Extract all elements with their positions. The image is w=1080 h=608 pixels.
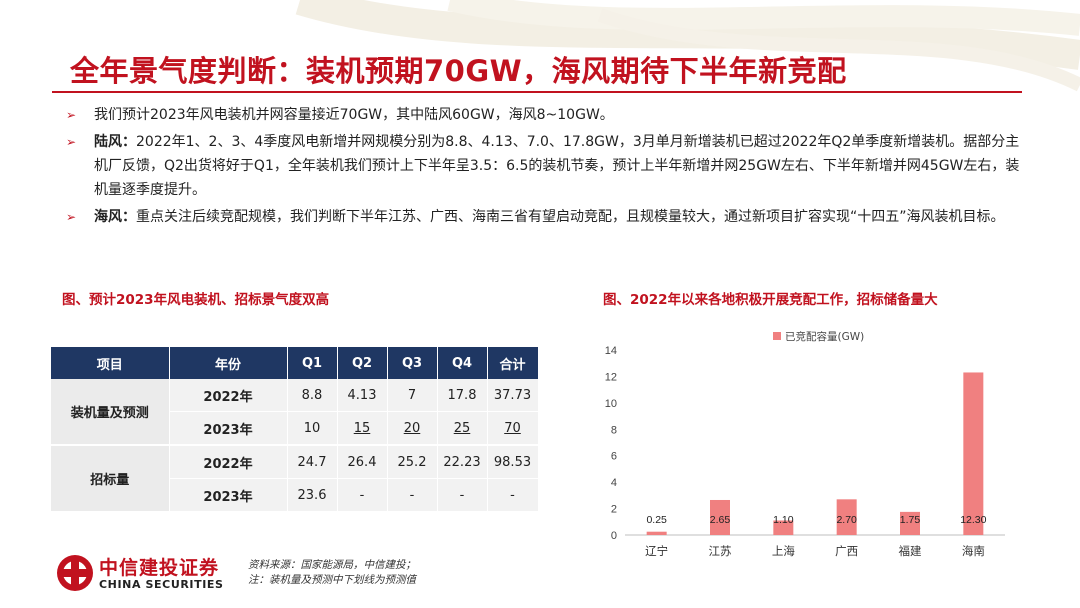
col-header: Q2 [337, 347, 388, 379]
forecast-cell: 70 [487, 411, 539, 446]
group-label: 装机量及预测 [51, 379, 170, 446]
bullet-item: ➢ 海风：重点关注后续竞配规模，我们判断下半年江苏、广西、海南三省有望启动竞配，… [66, 205, 1026, 229]
data-label: 2.70 [836, 514, 857, 526]
bullet-text: 我们预计2023年风电装机并网容量接近70GW，其中陆风60GW，海风8~10G… [94, 107, 614, 123]
table-cell: 98.53 [487, 445, 539, 479]
table-cell: - [337, 478, 388, 512]
data-label: 0.25 [646, 514, 667, 526]
x-tick-label: 辽宁 [645, 544, 668, 558]
bullet-item: ➢ 陆风：2022年1、2、3、4季度风电新增并网规模分别为8.8、4.13、7… [66, 130, 1026, 202]
year-cell: 2022年 [169, 379, 288, 412]
table-row: 2023年 23.6 - - - - [51, 478, 539, 512]
col-header: Q1 [287, 347, 338, 379]
y-tick-label: 8 [611, 424, 617, 436]
year-cell: 2023年 [169, 411, 288, 446]
table-cell: 4.13 [337, 379, 388, 412]
y-tick-label: 10 [605, 398, 617, 410]
legend-swatch [773, 332, 781, 340]
legend-label: 已竞配容量(GW) [785, 330, 864, 343]
source-line: 资料来源：国家能源局，中信建投； [248, 559, 416, 571]
table-cell: 37.73 [487, 379, 539, 412]
bullet-heading: 海风： [94, 209, 136, 225]
bullet-text: 2022年1、2、3、4季度风电新增并网规模分别为8.8、4.13、7.0、17… [94, 134, 1020, 198]
table-header-row: 项目 年份 Q1 Q2 Q3 Q4 合计 [51, 347, 539, 379]
table-row: 招标量 2022年 24.7 26.4 25.2 22.23 98.53 [51, 445, 539, 513]
brand-name-cn: 中信建投证券 [99, 557, 220, 579]
citic-logo-icon [57, 555, 93, 591]
note-line: 注：装机量及预测中下划线为预测值 [248, 574, 416, 586]
col-header: Q3 [387, 347, 438, 379]
year-cell: 2022年 [169, 445, 288, 479]
table-cell: 8.8 [287, 379, 338, 412]
forecast-cell: 15 [337, 411, 388, 446]
col-header: 年份 [169, 347, 288, 379]
arrow-bullet-icon: ➢ [66, 108, 77, 122]
data-label: 12.30 [960, 514, 986, 526]
capacity-table: 项目 年份 Q1 Q2 Q3 Q4 合计 装机量及预测 2022年 8.8 4.… [51, 347, 539, 513]
table-cell: 23.6 [287, 478, 338, 512]
year-cell: 2023年 [169, 478, 288, 512]
table-cell: 17.8 [437, 379, 488, 412]
bar-chart: 0 2 4 6 8 10 12 14 已竞配容量(GW) 0.25 辽宁 2.65 江苏 1.10 上海 2.… [605, 330, 1005, 558]
x-tick-label: 江苏 [709, 544, 732, 558]
col-header: 项目 [51, 347, 170, 379]
y-tick-label: 4 [611, 477, 617, 489]
bar [646, 531, 667, 535]
data-label: 1.10 [773, 514, 794, 526]
table-cell: 7 [387, 379, 438, 412]
y-tick-label: 2 [611, 504, 617, 516]
x-tick-label: 广西 [835, 544, 858, 558]
bar [710, 499, 730, 535]
y-tick-label: 12 [605, 371, 617, 383]
source-note: 资料来源：国家能源局，中信建投； 注：装机量及预测中下划线为预测值 [248, 558, 416, 588]
group-label: 招标量 [51, 445, 170, 513]
y-tick-label: 6 [611, 451, 617, 463]
table-cell: 10 [287, 411, 338, 446]
x-tick-label: 福建 [899, 544, 922, 558]
forecast-cell: 25 [437, 411, 488, 446]
table-cell: 25.2 [387, 445, 438, 479]
bar [963, 372, 984, 535]
x-tick-label: 海南 [962, 544, 985, 558]
title-underline [52, 91, 1022, 93]
table-cell: 26.4 [337, 445, 388, 479]
page-title: 全年景气度判断：装机预期70GW，海风期待下半年新竞配 [70, 54, 847, 88]
bar [836, 499, 857, 535]
bullet-text: 重点关注后续竞配规模，我们判断下半年江苏、广西、海南三省有望启动竞配，且规模量较… [136, 209, 1005, 225]
table-row: 装机量及预测 2022年 8.8 4.13 7 17.8 37.73 [51, 379, 539, 446]
arrow-bullet-icon: ➢ [66, 135, 77, 149]
brand-name-en: CHINA SECURITIES [99, 578, 224, 591]
y-tick-label: 14 [605, 345, 617, 357]
bar [900, 511, 920, 535]
table-cell: - [437, 478, 488, 512]
bullet-list: ➢ 我们预计2023年风电装机并网容量接近70GW，其中陆风60GW，海风8~1… [66, 103, 1026, 232]
table-cell: 24.7 [287, 445, 338, 479]
arrow-bullet-icon: ➢ [66, 210, 77, 224]
table-caption: 图、预计2023年风电装机、招标景气度双高 [62, 292, 330, 308]
table-cell: 22.23 [437, 445, 488, 479]
chart-caption: 图、2022年以来各地积极开展竞配工作，招标储备量大 [603, 292, 938, 308]
col-header: Q4 [437, 347, 488, 379]
bullet-item: ➢ 我们预计2023年风电装机并网容量接近70GW，其中陆风60GW，海风8~1… [66, 103, 1026, 127]
data-label: 1.75 [900, 514, 921, 526]
forecast-cell: 20 [387, 411, 438, 446]
bar [773, 520, 794, 535]
data-label: 2.65 [710, 514, 731, 526]
table-cell: - [487, 478, 539, 512]
x-tick-label: 上海 [772, 544, 795, 558]
bullet-heading: 陆风： [94, 134, 136, 150]
table-row: 2023年 10 15 20 25 70 [51, 411, 539, 446]
col-header: 合计 [487, 347, 539, 379]
table-cell: - [387, 478, 438, 512]
y-tick-label: 0 [611, 530, 617, 542]
